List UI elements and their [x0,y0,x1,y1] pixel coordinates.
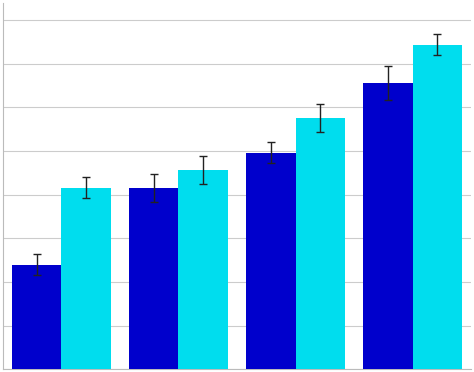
Bar [61,188,110,369]
Bar [246,153,296,369]
Bar [364,83,413,369]
Bar [413,45,462,369]
Bar [12,264,61,369]
Bar [178,170,228,369]
Bar [296,118,345,369]
Bar [129,188,178,369]
